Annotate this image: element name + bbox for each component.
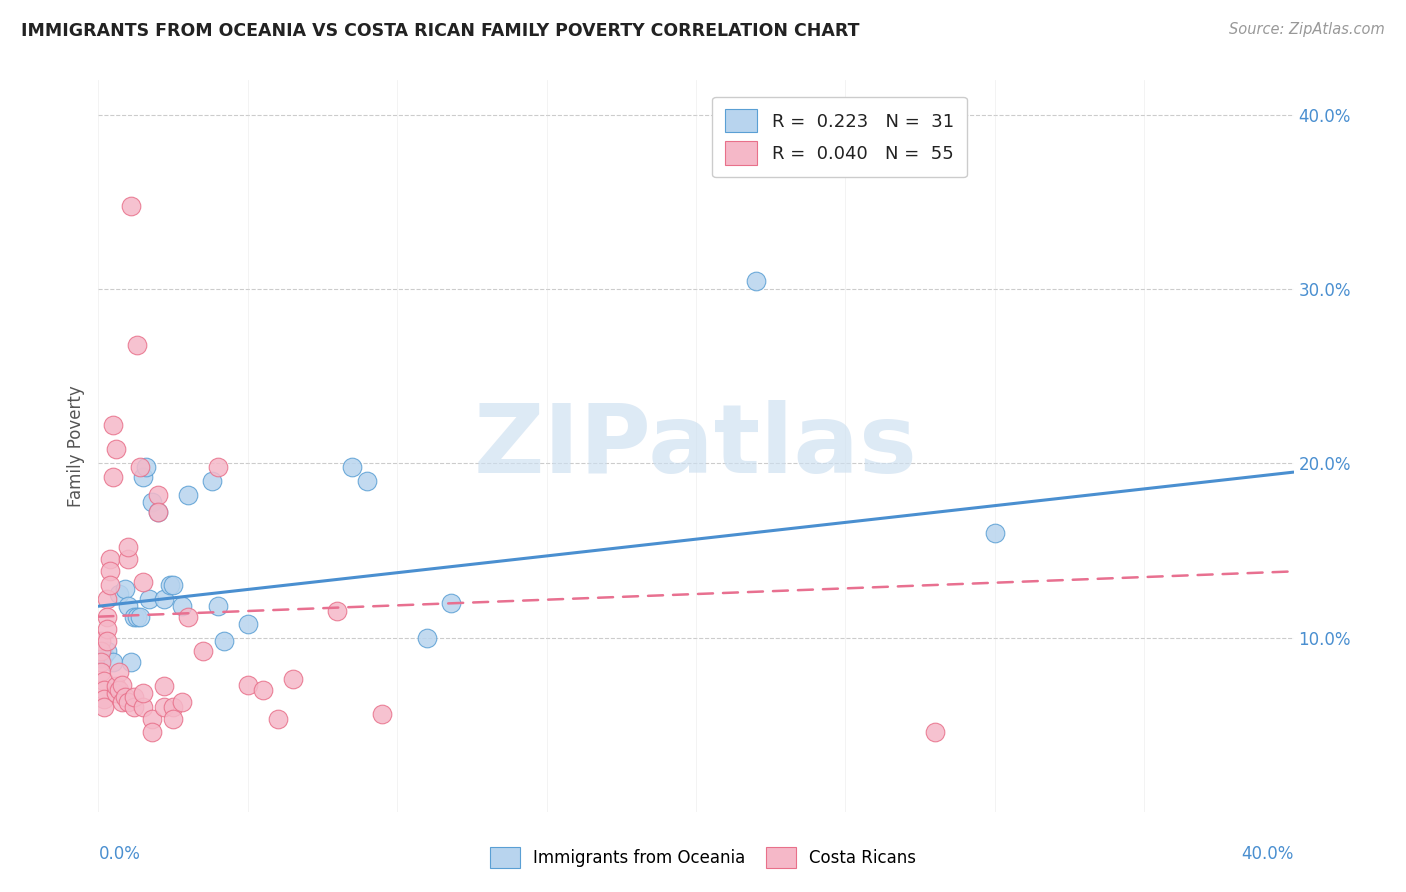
Point	[90, 651, 112, 665]
Point	[108, 682, 131, 697]
Point	[105, 442, 128, 457]
Point	[132, 470, 155, 484]
Legend: R =  0.223   N =  31, R =  0.040   N =  55: R = 0.223 N = 31, R = 0.040 N = 55	[713, 96, 966, 178]
Point	[141, 713, 163, 727]
Point	[153, 700, 176, 714]
Point	[148, 488, 170, 502]
Point	[159, 578, 181, 592]
Point	[267, 713, 290, 727]
Point	[162, 713, 184, 727]
Point	[201, 474, 224, 488]
Point	[90, 665, 112, 680]
Point	[416, 631, 439, 645]
Point	[93, 682, 115, 697]
Point	[129, 459, 152, 474]
Point	[117, 599, 139, 614]
Point	[124, 700, 146, 714]
Point	[105, 686, 128, 700]
Point	[191, 644, 214, 658]
Point	[90, 634, 112, 648]
Point	[207, 599, 229, 614]
Point	[124, 609, 146, 624]
Point	[93, 648, 115, 662]
Point	[117, 552, 139, 566]
Y-axis label: Family Poverty: Family Poverty	[67, 385, 86, 507]
Point	[96, 634, 118, 648]
Point	[207, 459, 229, 474]
Point	[984, 526, 1007, 541]
Point	[117, 540, 139, 554]
Text: Source: ZipAtlas.com: Source: ZipAtlas.com	[1229, 22, 1385, 37]
Point	[90, 644, 112, 658]
Point	[93, 691, 115, 706]
Point	[96, 622, 118, 636]
Point	[148, 505, 170, 519]
Text: 0.0%: 0.0%	[98, 845, 141, 863]
Text: IMMIGRANTS FROM OCEANIA VS COSTA RICAN FAMILY POVERTY CORRELATION CHART: IMMIGRANTS FROM OCEANIA VS COSTA RICAN F…	[21, 22, 859, 40]
Point	[93, 700, 115, 714]
Text: 40.0%: 40.0%	[1241, 845, 1294, 863]
Point	[148, 505, 170, 519]
Point	[127, 338, 149, 352]
Point	[98, 552, 122, 566]
Point	[132, 574, 155, 589]
Text: ZIPatlas: ZIPatlas	[474, 400, 918, 492]
Point	[924, 724, 946, 739]
Point	[153, 592, 176, 607]
Point	[117, 695, 139, 709]
Point	[120, 655, 142, 669]
Point	[129, 609, 152, 624]
Point	[141, 724, 163, 739]
Point	[342, 459, 364, 474]
Point	[177, 488, 200, 502]
Point	[105, 679, 128, 693]
Point	[172, 599, 194, 614]
Point	[356, 474, 378, 488]
Point	[98, 578, 122, 592]
Point	[252, 682, 274, 697]
Point	[132, 700, 155, 714]
Point	[103, 655, 125, 669]
Point	[120, 199, 142, 213]
Point	[114, 582, 136, 596]
Point	[132, 686, 155, 700]
Point	[281, 673, 304, 687]
Point	[103, 470, 125, 484]
Point	[172, 695, 194, 709]
Legend: Immigrants from Oceania, Costa Ricans: Immigrants from Oceania, Costa Ricans	[484, 840, 922, 875]
Point	[111, 695, 134, 709]
Point	[96, 609, 118, 624]
Point	[135, 459, 157, 474]
Point	[162, 578, 184, 592]
Point	[96, 644, 118, 658]
Point	[212, 634, 235, 648]
Point	[93, 674, 115, 689]
Point	[162, 700, 184, 714]
Point	[141, 494, 163, 508]
Point	[440, 596, 463, 610]
Point	[326, 604, 349, 618]
Point	[177, 609, 200, 624]
Point	[127, 609, 149, 624]
Point	[124, 690, 146, 704]
Point	[111, 677, 134, 691]
Point	[103, 418, 125, 433]
Point	[371, 707, 394, 722]
Point	[745, 274, 768, 288]
Point	[138, 592, 160, 607]
Point	[96, 592, 118, 607]
Point	[90, 655, 112, 669]
Point	[108, 587, 131, 601]
Point	[114, 690, 136, 704]
Point	[108, 665, 131, 680]
Point	[153, 679, 176, 693]
Point	[98, 565, 122, 579]
Point	[236, 616, 259, 631]
Point	[236, 677, 259, 691]
